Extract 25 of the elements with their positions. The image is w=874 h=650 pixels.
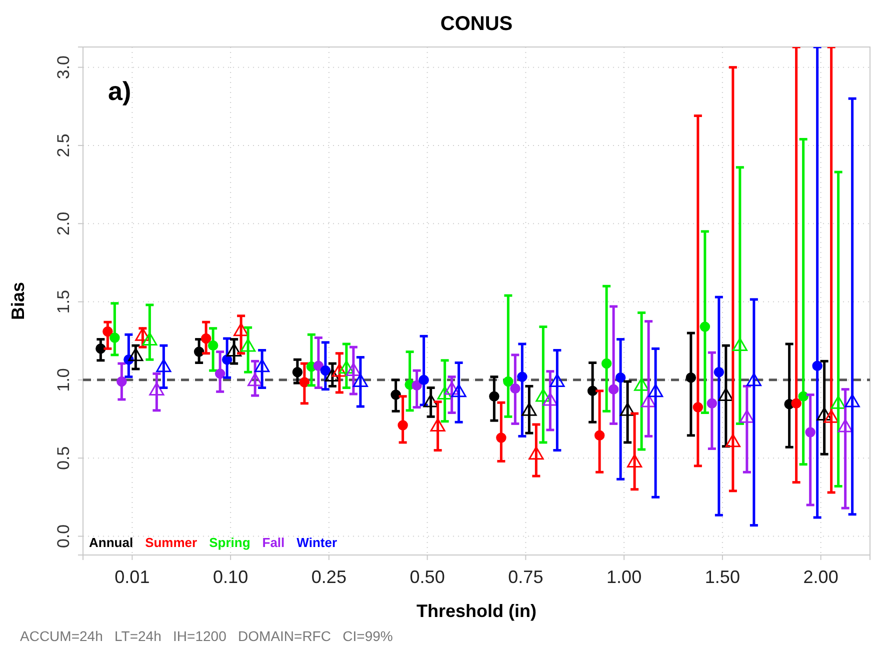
y-tick-label: 2.0 [54,212,73,236]
y-tick-label: 2.5 [54,134,73,158]
y-tick-label: 0.0 [54,524,73,548]
text: Spring [209,535,250,550]
chart-title: CONUS [440,13,513,35]
x-tick-label: 0.10 [213,566,248,587]
x-tick-label: 0.50 [410,566,445,587]
x-tick-label: 0.25 [311,566,346,587]
y-tick-label: 1.0 [54,368,73,392]
text: Summer [145,535,198,550]
text: Winter [296,535,337,550]
text: Fall [262,535,285,550]
text: ACCUM=24h LT=24h IH=1200 DOMAIN=RFC CI=99% [20,628,393,644]
annotation: a) [108,76,132,106]
text: Annual [89,535,134,550]
x-tick-label: 1.50 [704,566,740,587]
y-tick-label: 3.0 [54,56,73,80]
x-tick-label: 0.75 [508,566,544,587]
x-tick-label: 2.00 [803,566,838,587]
x-axis-title: Threshold (in) [416,601,536,621]
y-tick-label: 1.5 [54,290,73,314]
x-tick-label: 1.00 [606,566,642,587]
y-axis-title: Bias [8,282,28,320]
y-tick-label: 0.5 [54,446,73,470]
x-tick-label: 0.01 [114,566,150,587]
